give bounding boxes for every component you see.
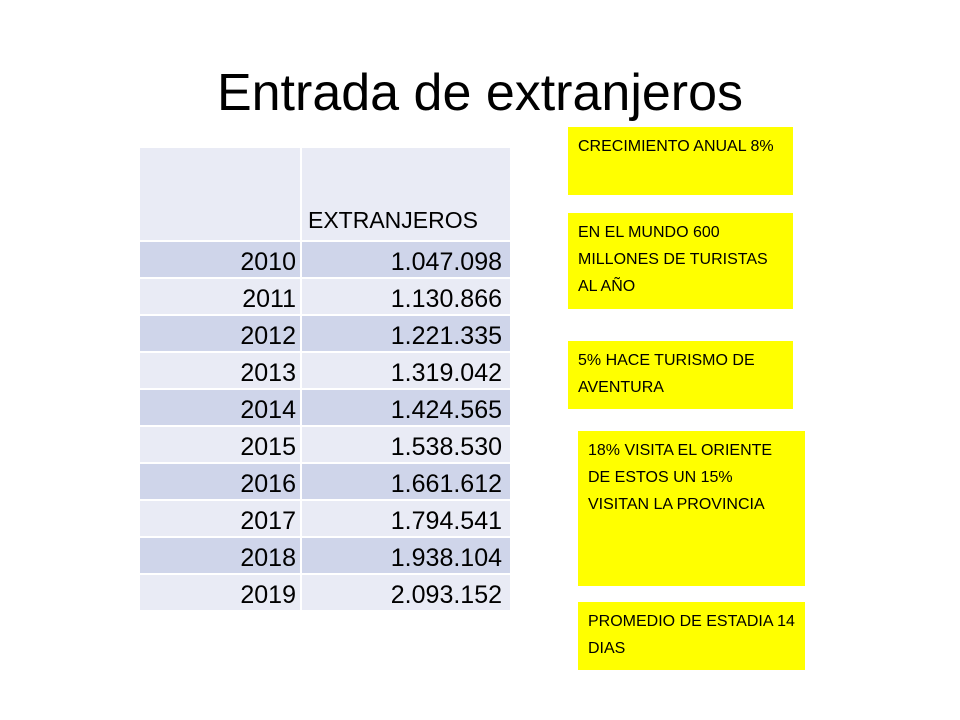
year-cell: 2019 bbox=[140, 575, 302, 612]
note-annual-growth: CRECIMIENTO ANUAL 8% bbox=[568, 127, 793, 195]
year-cell: 2013 bbox=[140, 353, 302, 390]
value-cell: 1.424.565 bbox=[302, 390, 510, 427]
foreigners-table: EXTRANJEROS 2010 1.047.098 2011 1.130.86… bbox=[140, 148, 510, 612]
value-cell: 1.130.866 bbox=[302, 279, 510, 316]
value-cell: 1.538.530 bbox=[302, 427, 510, 464]
value-cell: 1.319.042 bbox=[302, 353, 510, 390]
table-row: 2013 1.319.042 bbox=[140, 353, 510, 390]
year-cell: 2012 bbox=[140, 316, 302, 353]
header-value-cell: EXTRANJEROS bbox=[302, 148, 510, 242]
year-cell: 2018 bbox=[140, 538, 302, 575]
value-cell: 1.938.104 bbox=[302, 538, 510, 575]
value-cell: 1.047.098 bbox=[302, 242, 510, 279]
value-cell: 1.661.612 bbox=[302, 464, 510, 501]
header-year-cell bbox=[140, 148, 302, 242]
table-row: 2010 1.047.098 bbox=[140, 242, 510, 279]
year-cell: 2016 bbox=[140, 464, 302, 501]
table-row: 2018 1.938.104 bbox=[140, 538, 510, 575]
table-row: 2019 2.093.152 bbox=[140, 575, 510, 612]
year-cell: 2014 bbox=[140, 390, 302, 427]
table-row: 2017 1.794.541 bbox=[140, 501, 510, 538]
table-row: 2011 1.130.866 bbox=[140, 279, 510, 316]
note-world-tourists: EN EL MUNDO 600 MILLONES DE TURISTAS AL … bbox=[568, 213, 793, 309]
table-row: 2012 1.221.335 bbox=[140, 316, 510, 353]
table-header-row: EXTRANJEROS bbox=[140, 148, 510, 242]
note-average-stay: PROMEDIO DE ESTADIA 14 DIAS bbox=[578, 602, 805, 670]
year-cell: 2011 bbox=[140, 279, 302, 316]
data-table-container: EXTRANJEROS 2010 1.047.098 2011 1.130.86… bbox=[140, 148, 510, 612]
table-row: 2014 1.424.565 bbox=[140, 390, 510, 427]
table-row: 2016 1.661.612 bbox=[140, 464, 510, 501]
slide-title: Entrada de extranjeros bbox=[216, 64, 744, 122]
year-cell: 2010 bbox=[140, 242, 302, 279]
year-cell: 2015 bbox=[140, 427, 302, 464]
table-row: 2015 1.538.530 bbox=[140, 427, 510, 464]
note-east-province: 18% VISITA EL ORIENTE DE ESTOS UN 15% VI… bbox=[578, 431, 805, 586]
value-cell: 1.221.335 bbox=[302, 316, 510, 353]
value-cell: 2.093.152 bbox=[302, 575, 510, 612]
value-cell: 1.794.541 bbox=[302, 501, 510, 538]
year-cell: 2017 bbox=[140, 501, 302, 538]
note-adventure-tourism: 5% HACE TURISMO DE AVENTURA bbox=[568, 341, 793, 409]
